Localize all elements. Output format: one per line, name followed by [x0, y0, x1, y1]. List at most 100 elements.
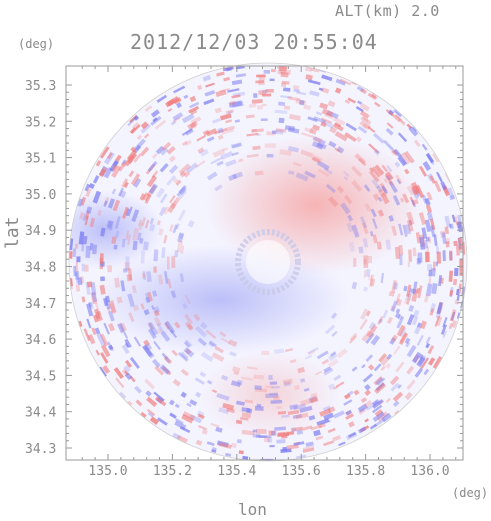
velocity-speckle — [275, 129, 284, 135]
velocity-speckle — [361, 364, 366, 369]
velocity-speckle — [449, 194, 456, 201]
velocity-speckle — [448, 322, 453, 330]
velocity-speckle — [164, 357, 171, 363]
velocity-speckle — [234, 119, 241, 123]
x-tick-label: 136.0 — [410, 464, 449, 479]
velocity-speckle — [235, 65, 245, 70]
velocity-speckle — [295, 172, 309, 182]
velocity-speckle — [357, 403, 368, 413]
velocity-speckle — [388, 291, 395, 297]
velocity-speckle — [81, 263, 85, 272]
velocity-speckle — [130, 124, 141, 135]
velocity-speckle — [168, 155, 176, 163]
velocity-speckle — [134, 138, 146, 151]
velocity-speckle — [310, 424, 323, 431]
velocity-speckle — [319, 408, 332, 417]
velocity-speckle — [390, 149, 397, 156]
velocity-speckle — [292, 161, 302, 167]
velocity-speckle — [153, 306, 161, 314]
velocity-speckle — [189, 95, 197, 103]
velocity-speckle — [362, 123, 369, 130]
velocity-speckle — [241, 412, 252, 419]
velocity-speckle — [186, 323, 194, 330]
velocity-speckle — [255, 80, 264, 84]
velocity-speckle — [92, 244, 98, 255]
velocity-speckle — [317, 141, 327, 150]
velocity-speckle — [340, 202, 351, 215]
velocity-speckle — [102, 365, 111, 374]
x-tick-label: 135.6 — [282, 464, 321, 479]
velocity-speckle — [115, 154, 122, 163]
velocity-speckle — [73, 265, 77, 276]
velocity-speckle — [124, 338, 132, 349]
velocity-speckle — [95, 160, 102, 167]
velocity-speckle — [424, 239, 429, 249]
velocity-speckle — [183, 346, 195, 358]
velocity-speckle — [177, 232, 185, 243]
velocity-speckle — [276, 66, 288, 70]
velocity-speckle — [396, 315, 405, 329]
velocity-speckle — [359, 318, 368, 330]
velocity-speckle — [185, 348, 192, 355]
velocity-speckle — [378, 187, 388, 198]
velocity-speckle — [131, 227, 140, 241]
velocity-speckle — [322, 405, 332, 412]
velocity-speckle — [118, 162, 126, 172]
velocity-speckle — [226, 407, 235, 414]
velocity-speckle — [115, 230, 120, 238]
x-tick-label: 135.2 — [153, 464, 192, 479]
velocity-speckle — [101, 166, 109, 173]
velocity-speckle — [103, 200, 108, 207]
velocity-speckle — [453, 240, 458, 247]
velocity-speckle — [178, 163, 191, 175]
velocity-speckle — [255, 435, 267, 438]
velocity-speckle — [281, 414, 290, 418]
velocity-speckle — [92, 314, 99, 323]
velocity-speckle — [223, 66, 234, 72]
velocity-speckle — [128, 170, 135, 178]
velocity-speckle — [334, 147, 341, 153]
velocity-speckle — [107, 323, 115, 332]
velocity-speckle — [278, 431, 289, 437]
velocity-speckle — [348, 421, 355, 428]
velocity-speckle — [125, 256, 130, 270]
velocity-speckle — [81, 296, 86, 303]
velocity-speckle — [253, 93, 258, 98]
velocity-speckle — [421, 227, 428, 239]
velocity-speckle — [427, 345, 435, 355]
velocity-speckle — [395, 298, 403, 307]
velocity-speckle — [88, 183, 95, 190]
velocity-speckle — [231, 442, 237, 448]
velocity-speckle — [131, 121, 140, 130]
y-tick-label: 34.7 — [25, 297, 56, 312]
velocity-speckle — [378, 318, 383, 324]
velocity-speckle — [403, 285, 408, 292]
velocity-speckle — [363, 184, 371, 192]
velocity-speckle — [365, 332, 375, 344]
velocity-speckle — [330, 351, 337, 357]
velocity-speckle — [254, 170, 264, 176]
velocity-speckle — [120, 280, 126, 292]
velocity-speckle — [153, 249, 159, 262]
velocity-speckle — [126, 274, 133, 282]
velocity-speckle — [251, 128, 257, 133]
velocity-speckle — [124, 262, 130, 271]
velocity-speckle — [91, 292, 98, 303]
velocity-speckle — [385, 127, 394, 136]
velocity-speckle — [449, 289, 454, 297]
x-axis-title: lon — [238, 500, 267, 519]
velocity-speckle — [307, 347, 319, 355]
velocity-speckle — [377, 316, 384, 326]
velocity-speckle — [142, 192, 151, 202]
velocity-speckle — [225, 452, 232, 457]
velocity-speckle — [222, 402, 235, 411]
velocity-speckle — [211, 449, 217, 454]
velocity-speckle — [332, 123, 344, 132]
x-axis-unit: (deg) — [452, 486, 489, 500]
velocity-speckle — [406, 313, 415, 326]
velocity-speckle — [176, 185, 187, 197]
velocity-speckle — [279, 149, 292, 156]
velocity-speckle — [359, 102, 370, 112]
velocity-speckle — [412, 199, 419, 205]
velocity-speckle — [111, 188, 117, 195]
